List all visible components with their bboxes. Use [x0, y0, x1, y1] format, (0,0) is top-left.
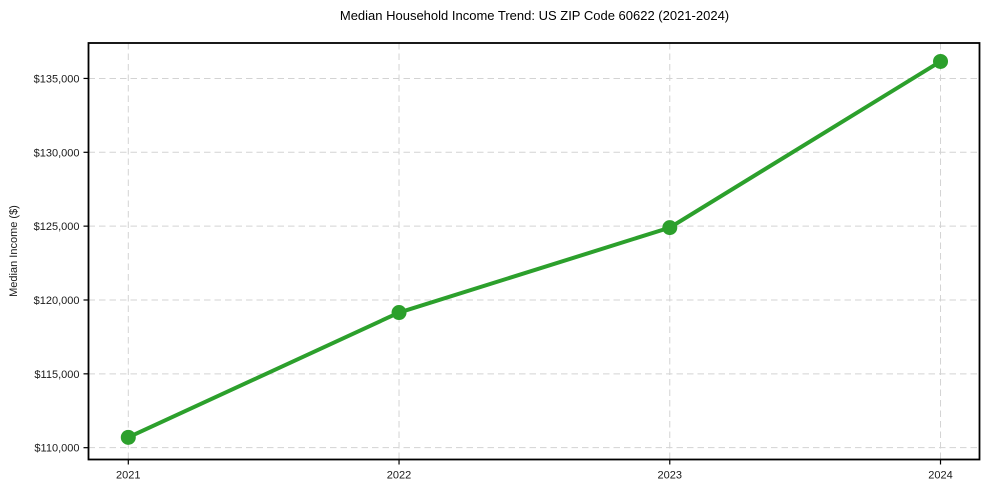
- x-tick-label: 2021: [116, 470, 140, 482]
- data-point-2021: [120, 429, 136, 445]
- plot-border: [87, 42, 981, 461]
- data-point-2024: [933, 53, 949, 69]
- y-tick-label: $135,000: [34, 73, 80, 85]
- chart-title: Median Household Income Trend: US ZIP Co…: [339, 8, 730, 23]
- y-tick-label: $115,000: [34, 369, 79, 381]
- x-tick-label: 2023: [658, 470, 682, 482]
- income-trend-line: [126, 59, 943, 440]
- data-point-2022: [391, 305, 407, 321]
- x-tick-label: 2022: [387, 470, 411, 482]
- y-tick-label: $120,000: [34, 295, 80, 307]
- data-point-2023: [662, 220, 678, 236]
- y-tick-label: $130,000: [34, 147, 80, 159]
- y-tick-label: $110,000: [34, 443, 79, 455]
- y-tick-label: $125,000: [34, 221, 80, 233]
- x-tick-label: 2024: [928, 470, 952, 482]
